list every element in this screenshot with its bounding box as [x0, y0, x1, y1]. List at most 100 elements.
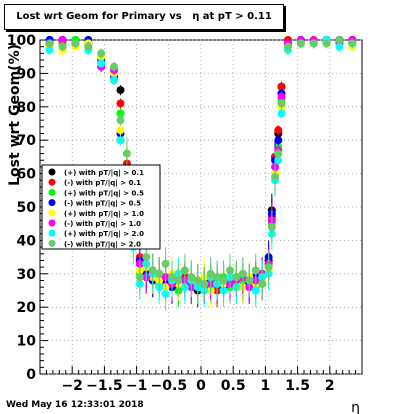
x-axis-label: η: [351, 400, 360, 414]
x-tick-label: −1: [126, 378, 147, 394]
x-tick-label: −1.5: [86, 378, 123, 394]
y-tick-label: 100: [7, 33, 36, 49]
data-point: [148, 266, 157, 275]
data-point: [97, 59, 106, 68]
y-tick-label: 60: [17, 167, 37, 183]
data-point: [110, 76, 119, 85]
legend-marker: [48, 219, 56, 227]
y-tick-label: 0: [26, 367, 36, 383]
legend-box: [41, 164, 161, 250]
data-point: [161, 259, 170, 268]
data-point: [116, 86, 125, 95]
data-point: [264, 263, 273, 272]
data-point: [335, 36, 344, 44]
y-tick-label: 50: [17, 200, 37, 216]
data-point: [193, 276, 202, 285]
legend-marker: [48, 199, 56, 207]
y-tick-label: 20: [17, 300, 37, 316]
data-point: [161, 289, 170, 298]
legend-marker: [48, 188, 56, 196]
x-tick-label: 0: [196, 378, 206, 394]
legend-marker: [48, 178, 56, 186]
data-point: [97, 49, 106, 58]
chart-title: Lost wrt Geom for Primary vs η at pT > 0…: [16, 11, 272, 22]
x-tick-label: 0.5: [221, 378, 246, 394]
data-point: [71, 39, 80, 48]
data-points-layer: [45, 36, 357, 311]
data-point: [200, 279, 209, 288]
y-tick-label: 90: [17, 66, 37, 82]
legend-entry-label: (+) with pT/|q| > 1.0: [64, 210, 144, 219]
legend-entry-label: (+) with pT/|q| > 0.5: [64, 189, 144, 198]
x-tick-label: 1.5: [285, 378, 310, 394]
data-point: [267, 223, 276, 232]
legend-marker: [48, 229, 56, 237]
data-point: [277, 92, 286, 101]
y-axis-label: Lost wrt Geom(%): [7, 44, 23, 186]
footer-timestamp: Wed May 16 12:33:01 2018: [6, 400, 144, 410]
data-point: [283, 42, 292, 51]
data-point: [116, 99, 125, 108]
legend-marker: [48, 209, 56, 217]
legend-marker: [48, 168, 56, 176]
chart-title-box: Lost wrt Geom for Primary vs η at pT > 0…: [4, 4, 284, 30]
data-point: [219, 276, 228, 285]
data-point: [348, 39, 357, 48]
legend-entry-label: (+) with pT/|q| > 0.1: [64, 169, 144, 178]
legend-entry-label: (+) with pT/|q| > 2.0: [64, 230, 144, 239]
data-point: [274, 136, 283, 145]
data-point: [58, 36, 67, 44]
legend-entry-label: (-) with pT/|q| > 0.1: [64, 179, 141, 188]
data-point: [155, 269, 164, 278]
data-point: [135, 273, 144, 282]
data-point: [122, 149, 131, 158]
data-point: [271, 172, 280, 181]
y-tick-label: 80: [17, 100, 37, 116]
data-point: [274, 126, 283, 135]
data-point: [232, 273, 241, 282]
data-point: [45, 39, 54, 48]
data-point: [225, 266, 234, 275]
data-point: [174, 276, 183, 285]
data-point: [258, 279, 267, 288]
data-point: [251, 266, 260, 275]
y-tick-label: 70: [17, 133, 37, 149]
data-point: [58, 42, 67, 51]
x-tick-label: −2: [61, 378, 82, 394]
data-point: [168, 273, 177, 282]
data-point: [277, 109, 286, 118]
x-tick-label: 1: [261, 378, 271, 394]
data-point: [309, 39, 318, 48]
x-tick-label: −0.5: [151, 378, 188, 394]
data-point: [116, 109, 125, 118]
data-point: [251, 286, 260, 295]
y-tick-label: 40: [17, 233, 37, 249]
legend-entry-label: (-) with pT/|q| > 2.0: [64, 240, 141, 249]
data-point: [274, 149, 283, 158]
data-point: [213, 273, 222, 282]
data-point: [116, 136, 125, 145]
data-point: [110, 62, 119, 71]
legend-marker: [48, 239, 56, 247]
data-point: [116, 116, 125, 125]
legend-entry-label: (-) with pT/|q| > 0.5: [64, 200, 141, 209]
x-tick-label: 2: [325, 378, 335, 394]
data-point: [277, 99, 286, 108]
legend-entry-label: (-) with pT/|q| > 1.0: [64, 220, 141, 229]
data-point: [277, 82, 286, 91]
data-point: [274, 156, 283, 165]
data-point: [84, 42, 93, 51]
data-point: [245, 276, 254, 285]
y-tick-label: 10: [17, 334, 37, 350]
data-point: [116, 126, 125, 135]
legend: (+) with pT/|q| > 0.1(-) with pT/|q| > 0…: [41, 164, 161, 250]
data-point: [238, 269, 247, 278]
data-point: [187, 273, 196, 282]
data-point: [142, 253, 151, 262]
data-point: [180, 266, 189, 275]
data-point: [206, 269, 215, 278]
y-tick-label: 30: [17, 267, 37, 283]
data-point: [45, 46, 54, 55]
